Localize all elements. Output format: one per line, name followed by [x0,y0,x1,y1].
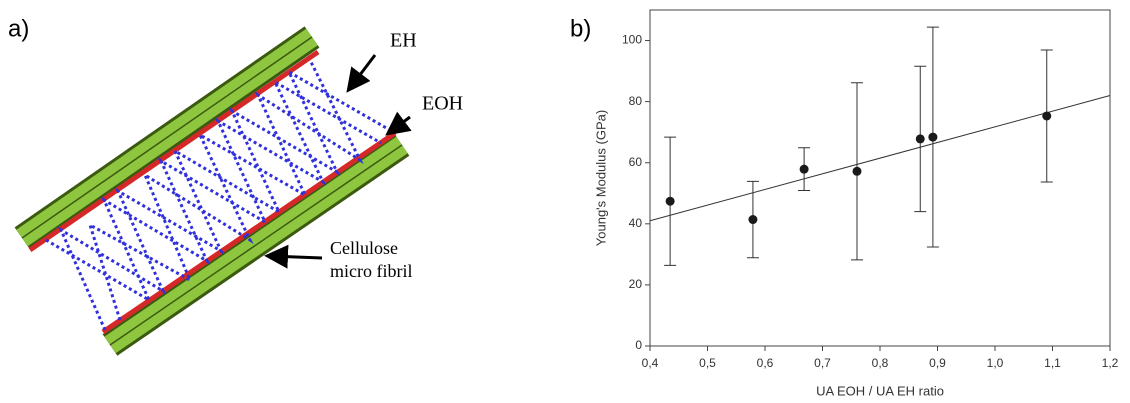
annotation: EH [390,30,417,52]
plot-frame [649,9,1111,347]
arrow [385,111,412,136]
y-tick-label: 60 [629,155,643,169]
point [1042,111,1052,121]
x-tick-label: 0,5 [699,356,716,370]
polymer-chain [57,68,396,331]
polymer-chain [45,78,382,304]
annotation: micro fibril [330,261,412,281]
polymer-chain [87,59,364,321]
point [748,215,758,225]
y-tick-label: 20 [629,277,643,291]
x-tick-label: 0,8 [872,356,889,370]
rod-edge [109,144,403,346]
y-tick-label: 80 [629,94,643,108]
fit-line [649,95,1111,222]
x-axis-label: UA EOH / UA EH ratio [816,383,944,398]
red-layer [28,49,320,253]
point [915,134,925,144]
y-axis-label: Young's Modulus (GPa) [593,110,608,246]
point [852,166,862,176]
x-tick-label: 0,7 [814,356,831,370]
y-tick-label: 40 [629,216,643,230]
y-tick-label: 100 [622,33,642,47]
arrow [264,244,323,269]
point [665,196,675,206]
annotation: EOH [422,93,463,115]
x-tick-label: 1,0 [987,356,1004,370]
x-tick-label: 1,1 [1044,356,1061,370]
point [928,132,938,142]
panel-label: a) [8,15,29,42]
panel-label: b) [570,15,591,42]
diagram-panel: a) EH EOH Cellulose micro fibril [8,15,463,356]
x-tick-label: 0,4 [642,356,659,370]
x-tick-label: 1,2 [1102,356,1119,370]
x-tick-label: 0,6 [757,356,774,370]
chart-panel: b) UA EOH / UA EH ratio Young's Modulus … [570,9,1119,398]
y-tick-label: 0 [635,338,642,352]
red-layer [101,130,397,335]
x-tick-label: 0,9 [929,356,946,370]
rod-edge [21,36,313,239]
arrow [346,54,377,93]
point [799,164,809,174]
annotation: Cellulose [330,238,398,258]
